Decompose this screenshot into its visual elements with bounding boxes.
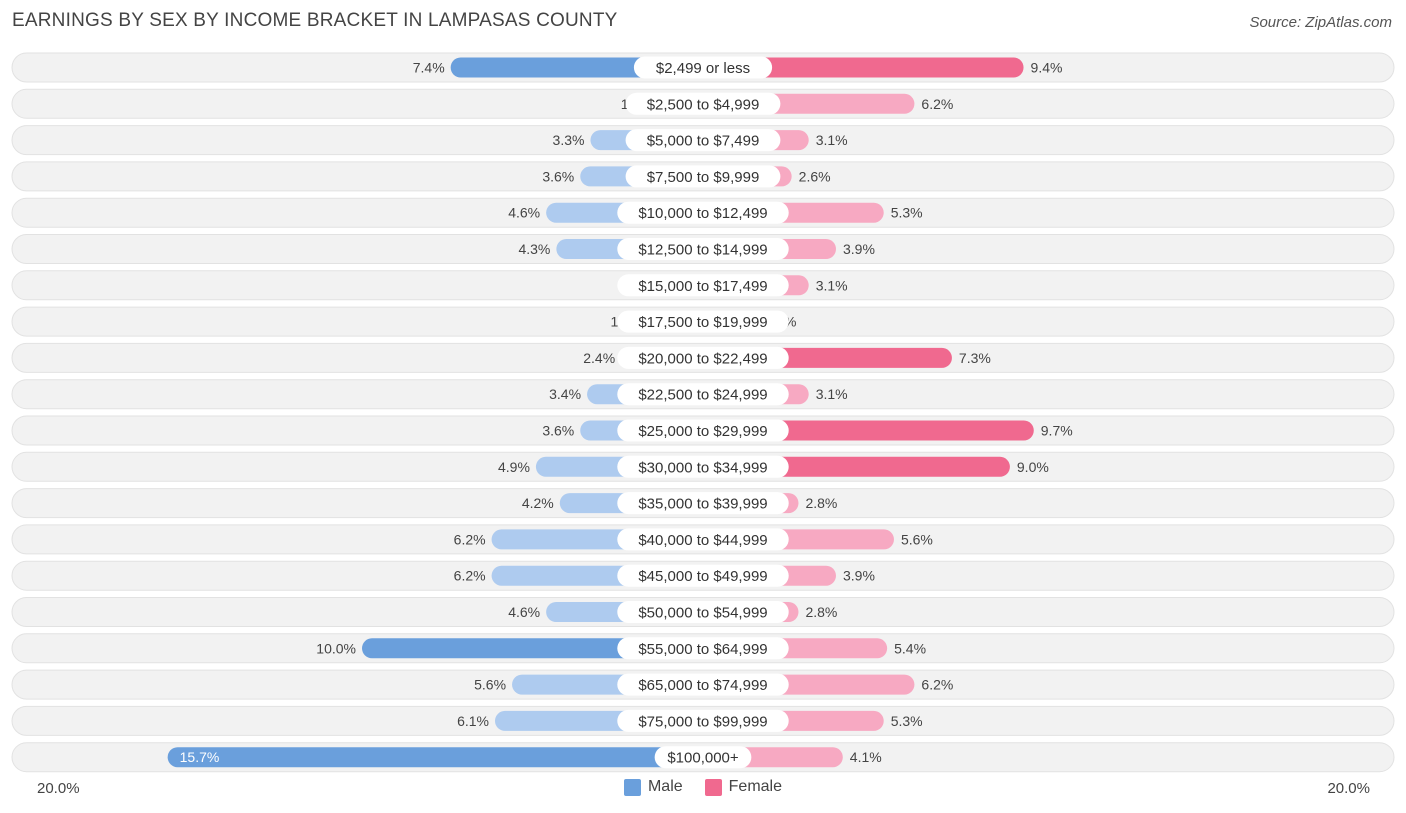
female-value-label: 9.7% (1041, 423, 1073, 439)
female-value-label: 3.9% (843, 241, 875, 257)
chart-area: 7.4%9.4%$2,499 or less1.3%6.2%$2,500 to … (11, 52, 1395, 773)
category-pill (617, 637, 789, 660)
category-pill (617, 274, 789, 297)
female-value-label: 4.1% (850, 749, 882, 765)
female-value-label: 7.3% (959, 350, 991, 366)
category-label: $10,000 to $12,499 (638, 205, 767, 222)
female-value-label: 2.6% (799, 168, 831, 184)
male-bar (167, 747, 703, 768)
category-pill (617, 564, 789, 587)
category-pill (625, 92, 781, 115)
male-value-label: 6.1% (457, 713, 489, 729)
female-value-label: 9.4% (1031, 60, 1063, 76)
male-value-label: 3.6% (542, 423, 574, 439)
category-label: $20,000 to $22,499 (638, 350, 767, 367)
category-label: $35,000 to $39,999 (638, 496, 767, 513)
category-pill (625, 129, 781, 152)
category-pill (617, 419, 789, 442)
female-value-label: 3.1% (816, 132, 848, 148)
category-pill (617, 673, 789, 696)
male-value-label: 15.7% (180, 749, 220, 765)
female-value-label: 5.4% (894, 640, 926, 656)
female-value-label: 2.8% (805, 604, 837, 620)
female-value-label: 9.0% (1017, 459, 1049, 475)
category-label: $50,000 to $54,999 (638, 605, 767, 622)
legend-male-label: Male (647, 778, 683, 795)
category-label: $25,000 to $29,999 (638, 423, 767, 440)
category-label: $22,500 to $24,999 (638, 387, 767, 404)
category-label: $55,000 to $64,999 (638, 641, 767, 658)
category-label: $75,000 to $99,999 (638, 713, 767, 730)
male-value-label: 6.2% (454, 531, 486, 547)
male-value-label: 5.6% (474, 677, 506, 693)
category-pill (654, 746, 752, 769)
female-bar (703, 57, 1024, 78)
male-value-label: 7.4% (413, 60, 445, 76)
male-value-label: 4.6% (508, 604, 540, 620)
category-pill (617, 346, 789, 369)
female-value-label: 2.8% (805, 495, 837, 511)
male-value-label: 3.4% (549, 386, 581, 402)
category-label: $7,500 to $9,999 (647, 169, 760, 186)
axis-left-label: 20.0% (37, 780, 80, 797)
category-pill (617, 238, 789, 260)
female-value-label: 6.2% (921, 96, 953, 112)
legend-female-swatch (704, 778, 722, 796)
category-pill (617, 528, 789, 551)
category-label: $45,000 to $49,999 (638, 568, 767, 585)
female-value-label: 5.3% (891, 713, 923, 729)
legend-male-swatch (623, 778, 641, 796)
chart-title: EARNINGS BY SEX BY INCOME BRACKET IN LAM… (12, 10, 618, 31)
category-label: $40,000 to $44,999 (638, 532, 767, 549)
category-pill (617, 201, 789, 224)
category-pill (633, 56, 773, 79)
category-pill (617, 383, 789, 406)
female-value-label: 3.1% (816, 386, 848, 402)
category-pill (617, 310, 789, 333)
legend-female-label: Female (728, 778, 783, 795)
female-value-label: 3.1% (816, 277, 848, 293)
category-pill (617, 492, 789, 515)
category-label: $65,000 to $74,999 (638, 677, 767, 694)
legend-male[interactable]: Male (623, 778, 683, 796)
male-value-label: 4.6% (508, 205, 540, 221)
male-bar (362, 638, 703, 659)
source-label: Source: ZipAtlas.com (1249, 14, 1392, 31)
category-pill (617, 455, 789, 478)
female-value-label: 3.9% (843, 568, 875, 584)
category-label: $5,000 to $7,499 (647, 133, 760, 150)
male-value-label: 3.6% (542, 168, 574, 184)
category-label: $2,500 to $4,999 (647, 96, 760, 113)
female-value-label: 6.2% (921, 677, 953, 693)
axis-right-label: 20.0% (1327, 780, 1370, 797)
female-value-label: 5.6% (901, 531, 933, 547)
male-value-label: 3.3% (553, 132, 585, 148)
male-value-label: 2.4% (583, 350, 615, 366)
category-label: $2,499 or less (656, 60, 750, 77)
category-label: $15,000 to $17,499 (638, 278, 767, 295)
female-value-label: 5.3% (891, 205, 923, 221)
category-pill (617, 709, 789, 732)
male-value-label: 4.3% (518, 241, 550, 257)
male-value-label: 4.9% (498, 459, 530, 475)
category-pill (617, 601, 789, 623)
category-pill (625, 165, 781, 188)
category-label: $12,500 to $14,999 (638, 242, 767, 259)
legend-female[interactable]: Female (704, 778, 783, 796)
category-label: $17,500 to $19,999 (638, 314, 767, 331)
category-label: $30,000 to $34,999 (638, 459, 767, 476)
male-value-label: 10.0% (316, 640, 356, 656)
male-value-label: 6.2% (454, 568, 486, 584)
male-value-label: 4.2% (522, 495, 554, 511)
category-label: $100,000+ (667, 750, 739, 767)
legend: Male Female (0, 778, 1406, 796)
